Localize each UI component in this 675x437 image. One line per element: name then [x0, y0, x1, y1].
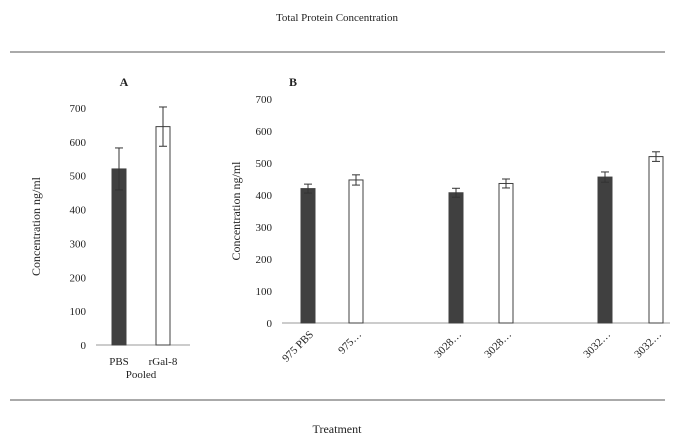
x-axis-title: Treatment — [313, 422, 363, 436]
bar — [597, 176, 613, 324]
x-tick-label: PBS — [109, 356, 129, 368]
bar — [155, 126, 171, 346]
x-tick-label: 3028… — [482, 329, 514, 361]
y-axis-label: Concentration ng/ml — [29, 176, 43, 276]
bar — [300, 188, 316, 324]
y-tick-label: 700 — [256, 94, 273, 106]
x-tick-label: 3032… — [632, 329, 664, 361]
y-tick-label: 200 — [256, 254, 273, 266]
panel-label: B — [289, 75, 297, 89]
bar — [348, 179, 364, 324]
y-tick-label: 0 — [267, 318, 273, 330]
y-tick-label: 300 — [256, 222, 273, 234]
panel-label: A — [120, 75, 129, 89]
bar — [448, 192, 464, 324]
x-tick-label: 975 PBS — [280, 329, 316, 365]
bar — [111, 168, 127, 346]
panel-a: A 0 100 200 300 400 500 600 700 Concentration ng/… — [29, 75, 190, 381]
x-group-label: Pooled — [126, 369, 157, 381]
y-tick-label: 0 — [81, 340, 87, 352]
chart-title: Total Protein Concentration — [276, 12, 399, 24]
panel-b: B 0 100 200 300 400 500 600 700 Concentration ng/… — [229, 75, 670, 365]
bar — [648, 156, 664, 324]
y-tick-label: 100 — [256, 286, 273, 298]
y-tick-label: 600 — [70, 137, 87, 149]
y-tick-label: 700 — [70, 103, 87, 115]
x-tick-label: 3028… — [432, 329, 464, 361]
y-tick-label: 500 — [70, 171, 87, 183]
y-tick-label: 200 — [70, 272, 87, 284]
bar — [498, 182, 514, 324]
y-tick-label: 400 — [70, 205, 87, 217]
x-tick-label: rGal-8 — [149, 356, 178, 368]
y-tick-label: 600 — [256, 126, 273, 138]
x-tick-label: 975… — [336, 329, 364, 357]
y-tick-label: 500 — [256, 158, 273, 170]
y-axis-label: Concentration ng/ml — [229, 161, 243, 261]
y-tick-label: 300 — [70, 238, 87, 250]
x-tick-label: 3032… — [581, 329, 613, 361]
y-tick-label: 400 — [256, 190, 273, 202]
y-tick-label: 100 — [70, 306, 87, 318]
